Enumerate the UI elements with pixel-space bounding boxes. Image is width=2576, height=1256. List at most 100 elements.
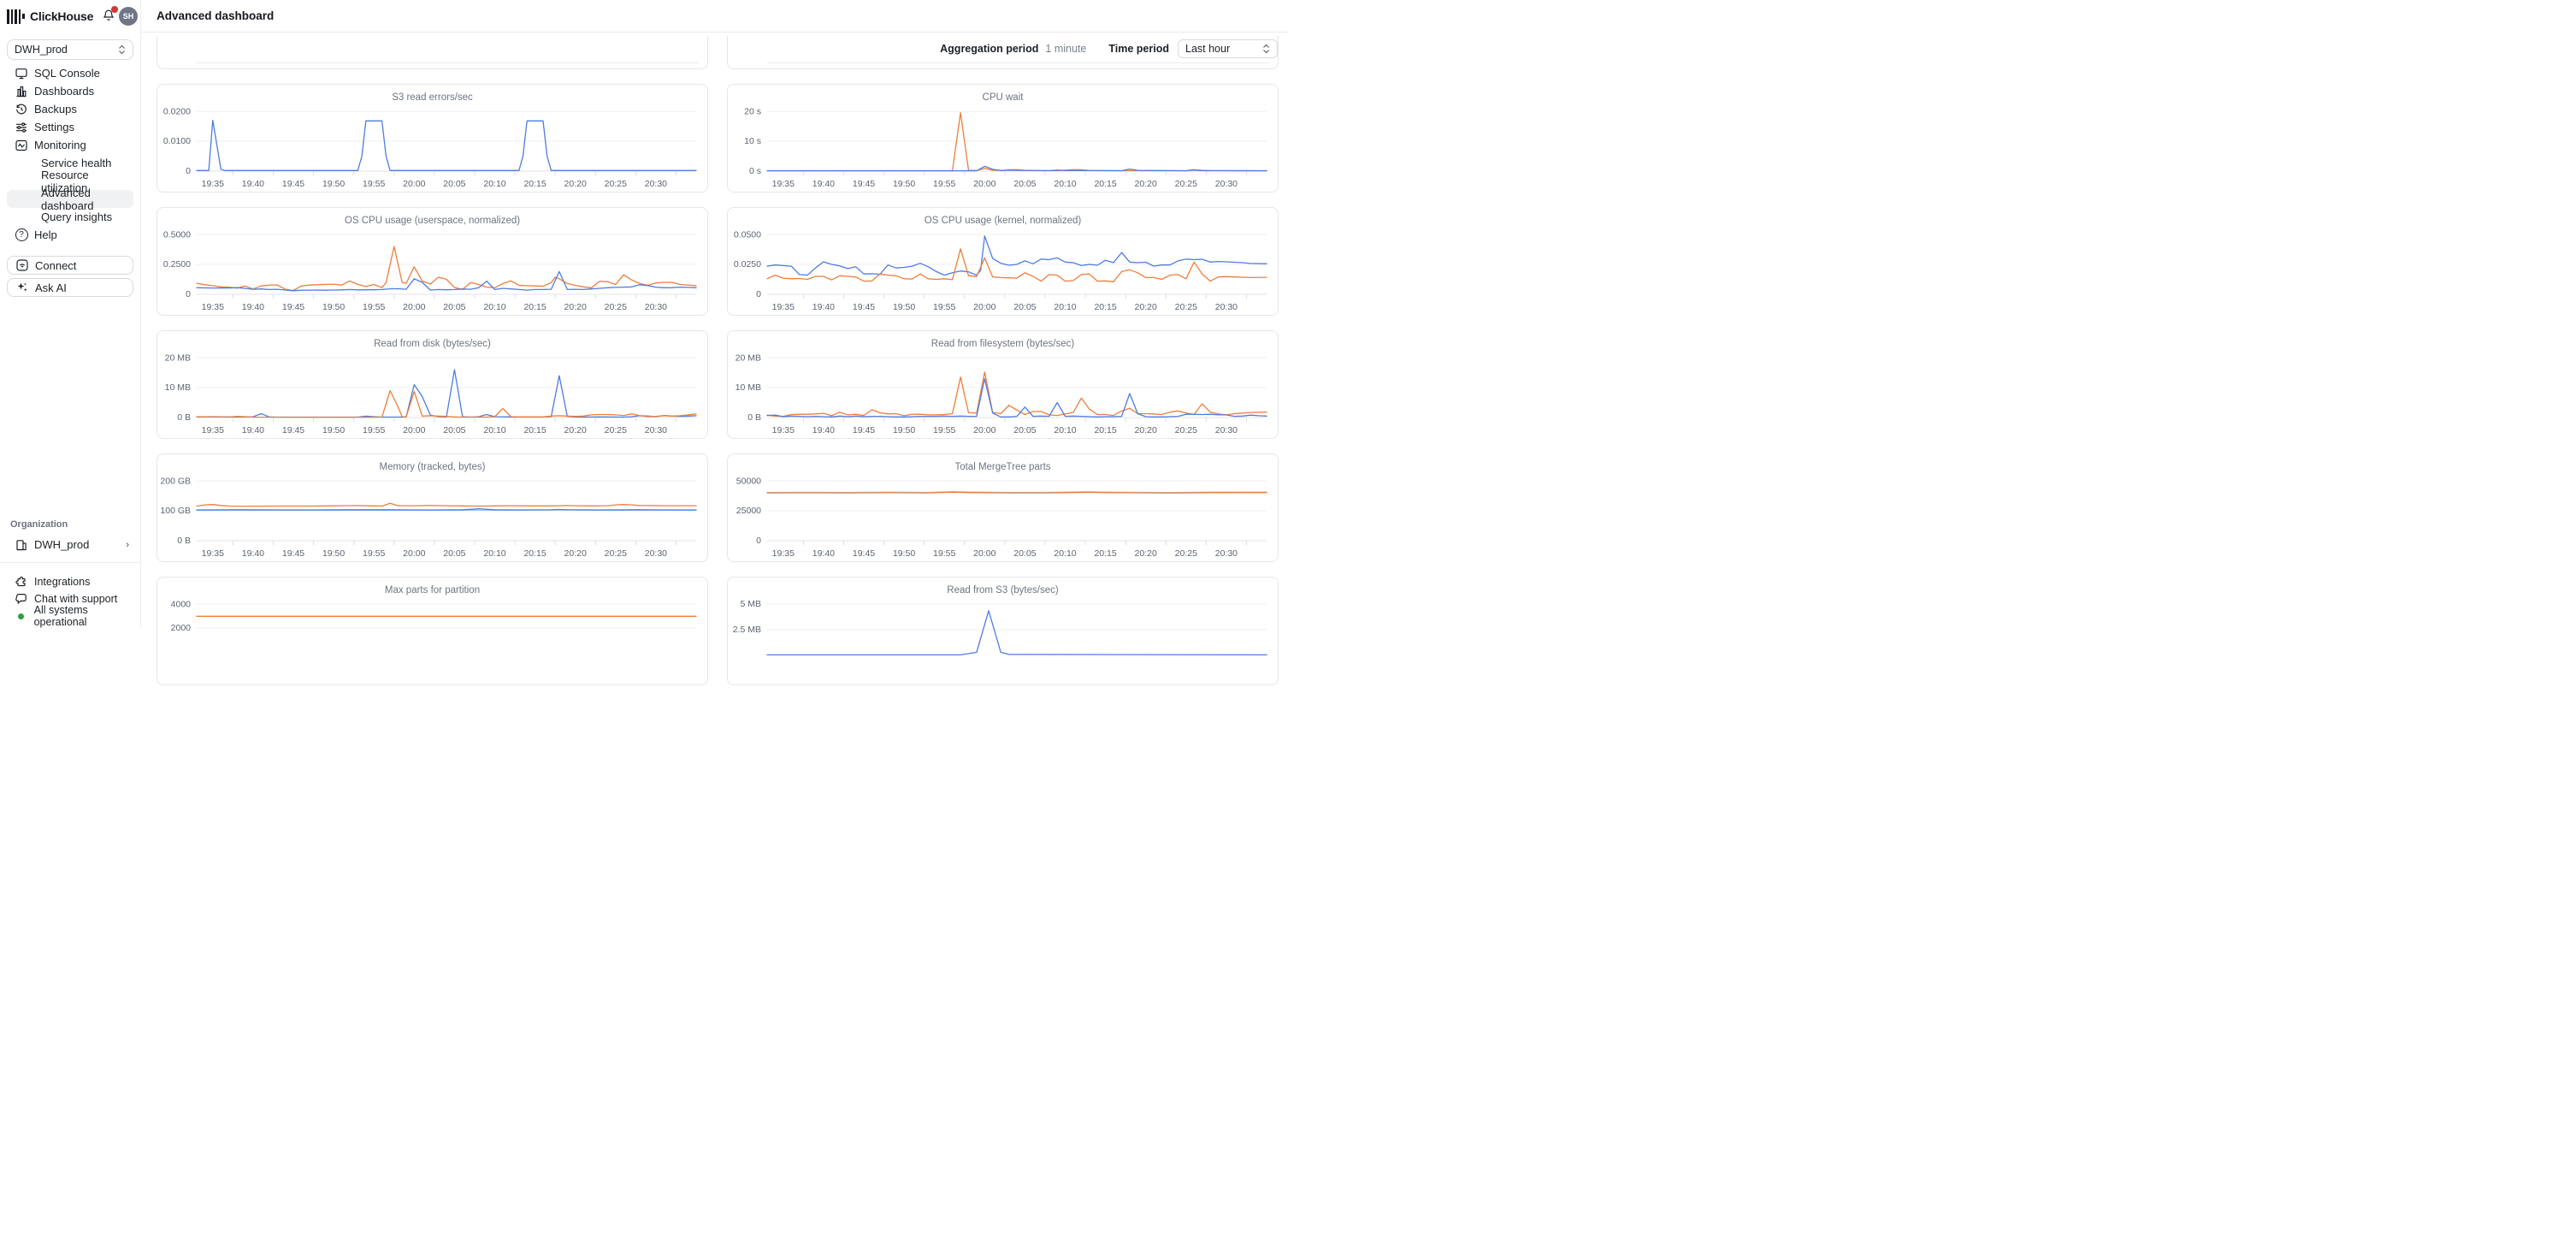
svg-text:20:15: 20:15 — [523, 179, 546, 189]
chart-plot[interactable]: 5 MB 2.5 MB — [728, 597, 1278, 685]
chevron-updown-icon — [1262, 44, 1270, 54]
svg-text:0.0250: 0.0250 — [734, 259, 761, 270]
svg-text:0.0500: 0.0500 — [734, 229, 761, 240]
svg-text:20:05: 20:05 — [1013, 425, 1036, 435]
svg-text:20:20: 20:20 — [564, 425, 587, 435]
terminal-icon — [15, 67, 28, 80]
sidebar-item-help[interactable]: ? Help — [0, 226, 140, 244]
svg-text:19:35: 19:35 — [202, 179, 224, 189]
app-root: ClickHouse SH DWH_prod SQL Console — [0, 0, 1288, 685]
notifications-bell-icon[interactable] — [102, 6, 118, 24]
svg-text:19:55: 19:55 — [363, 179, 385, 189]
divider — [0, 562, 141, 563]
svg-text:20:15: 20:15 — [1094, 548, 1116, 559]
svg-text:19:35: 19:35 — [772, 425, 795, 435]
sidebar-item-resource-utilization[interactable]: Resource utilization — [7, 169, 133, 194]
svg-text:20:05: 20:05 — [1013, 548, 1036, 559]
svg-text:10 MB: 10 MB — [736, 382, 761, 393]
svg-text:20:15: 20:15 — [1094, 425, 1116, 435]
time-period-label: Time period — [1108, 43, 1169, 55]
svg-text:19:50: 19:50 — [322, 302, 345, 312]
svg-text:19:35: 19:35 — [202, 425, 224, 435]
organization-row[interactable]: DWH_prod › — [0, 536, 141, 554]
sidebar-bottom: Organization DWH_prod › Integrations Ch — [0, 519, 141, 628]
sidebar-item-query-insights[interactable]: Query insights — [7, 208, 133, 226]
svg-text:0 B: 0 B — [177, 412, 191, 423]
chart-card-read-from-disk: Read from disk (bytes/sec) 0 B 10 MB 20 MB… — [157, 330, 708, 439]
bar-chart-icon — [15, 85, 28, 98]
svg-text:20:00: 20:00 — [973, 302, 996, 312]
chart-card-max-parts-for-partition: Max parts for partition 4000 2000 — [157, 577, 708, 685]
footer-item-label: All systems operational — [33, 604, 88, 628]
svg-text:25000: 25000 — [736, 506, 761, 516]
chart-title: Read from S3 (bytes/sec) — [947, 585, 1059, 595]
svg-text:19:35: 19:35 — [202, 302, 224, 312]
chat-with-support-link[interactable]: Chat with support — [0, 590, 141, 607]
sparkles-icon — [15, 281, 29, 294]
svg-text:20:05: 20:05 — [443, 425, 465, 435]
system-status-link[interactable]: All systems operational — [0, 604, 141, 628]
svg-text:20:20: 20:20 — [1135, 425, 1157, 435]
sidebar-item-service-health[interactable]: Service health — [7, 154, 133, 172]
svg-text:19:55: 19:55 — [933, 425, 955, 435]
svg-text:10 s: 10 s — [744, 136, 761, 146]
chart-plot[interactable]: 0 s 10 s 20 s 19:35 19:40 19:45 19:50 19:55 20:0… — [728, 104, 1278, 193]
brand-wordmark[interactable]: ClickHouse — [29, 9, 94, 23]
chart-plot[interactable]: 0 0.2500 0.5000 19:35 19:40 19:45 19:50 19:55 20… — [157, 228, 707, 316]
svg-text:20:20: 20:20 — [564, 548, 587, 559]
integrations-link[interactable]: Integrations — [0, 573, 141, 590]
svg-text:2.5 MB: 2.5 MB — [733, 625, 761, 635]
connect-button[interactable]: Connect — [7, 256, 133, 275]
svg-text:20:05: 20:05 — [443, 302, 465, 312]
chart-plot[interactable]: 4000 2000 — [157, 597, 707, 685]
svg-text:19:50: 19:50 — [322, 179, 345, 189]
chevron-right-icon: › — [126, 539, 129, 550]
sidebar-item-advanced-dashboard[interactable]: Advanced dashboard — [7, 187, 133, 212]
sidebar-header: ClickHouse SH — [0, 0, 140, 33]
svg-text:20:00: 20:00 — [973, 179, 996, 189]
svg-text:20:30: 20:30 — [645, 179, 667, 189]
sidebar-item-sql-console[interactable]: SQL Console — [0, 64, 140, 82]
svg-text:19:45: 19:45 — [282, 302, 304, 312]
svg-text:20:25: 20:25 — [1175, 302, 1197, 312]
history-icon — [15, 103, 28, 116]
dashboard-controls: Aggregation period 1 minute Time period … — [940, 39, 1278, 59]
chart-plot[interactable]: 0 B 100 GB 200 GB 19:35 19:40 19:45 19:50 19:55… — [157, 474, 707, 562]
time-period-select[interactable]: Last hour — [1178, 39, 1278, 58]
avatar[interactable]: SH — [119, 7, 138, 26]
svg-text:19:55: 19:55 — [363, 425, 385, 435]
svg-text:20:15: 20:15 — [523, 302, 546, 312]
svg-text:19:55: 19:55 — [933, 302, 955, 312]
sidebar-item-dashboards[interactable]: Dashboards — [0, 82, 140, 100]
service-select[interactable]: DWH_prod — [7, 39, 133, 60]
chart-plot[interactable]: 0 0.0100 0.0200 19:35 19:40 19:45 19:50 19:55 20… — [157, 104, 707, 193]
svg-text:19:40: 19:40 — [812, 179, 835, 189]
svg-text:20:10: 20:10 — [483, 179, 505, 189]
svg-text:0.0200: 0.0200 — [163, 106, 191, 116]
svg-text:19:45: 19:45 — [853, 302, 875, 312]
chart-plot[interactable]: 0 B 10 MB 20 MB 19:35 19:40 19:45 19:50 19:55 20… — [728, 351, 1278, 439]
svg-text:20:00: 20:00 — [403, 425, 425, 435]
clickhouse-logo-icon[interactable] — [7, 9, 25, 24]
chart-plot[interactable]: 0 25000 50000 19:35 19:40 19:45 19:50 19:55 20:0… — [728, 474, 1278, 562]
sidebar-subitem-label: Query insights — [41, 210, 113, 223]
svg-text:20:30: 20:30 — [645, 548, 667, 559]
sidebar-item-settings[interactable]: Settings — [0, 118, 140, 136]
building-icon — [15, 538, 28, 552]
svg-text:20:20: 20:20 — [1135, 179, 1157, 189]
chevron-updown-icon — [118, 44, 126, 55]
svg-text:20:00: 20:00 — [973, 425, 996, 435]
charts-grid: S3 read errors/sec 0 0.0100 0.0200 19:35 19:… — [157, 84, 1279, 685]
ask-ai-button[interactable]: Ask AI — [7, 278, 133, 297]
chart-plot[interactable]: 0 0.0250 0.0500 19:35 19:40 19:45 19:50 19:55 20… — [728, 228, 1278, 316]
sidebar-item-monitoring[interactable]: Monitoring — [0, 136, 140, 154]
svg-text:19:40: 19:40 — [242, 548, 264, 559]
svg-text:4000: 4000 — [171, 599, 192, 609]
svg-text:0 B: 0 B — [177, 536, 191, 546]
sidebar-item-backups[interactable]: Backups — [0, 100, 140, 118]
svg-text:0: 0 — [756, 536, 761, 546]
chart-plot[interactable]: 0 B 10 MB 20 MB 19:35 19:40 19:45 19:50 19:55 20… — [157, 351, 707, 439]
svg-text:19:45: 19:45 — [282, 179, 304, 189]
dashboard-content: Aggregation period 1 minute Time period … — [141, 33, 1288, 685]
svg-text:19:50: 19:50 — [322, 425, 345, 435]
